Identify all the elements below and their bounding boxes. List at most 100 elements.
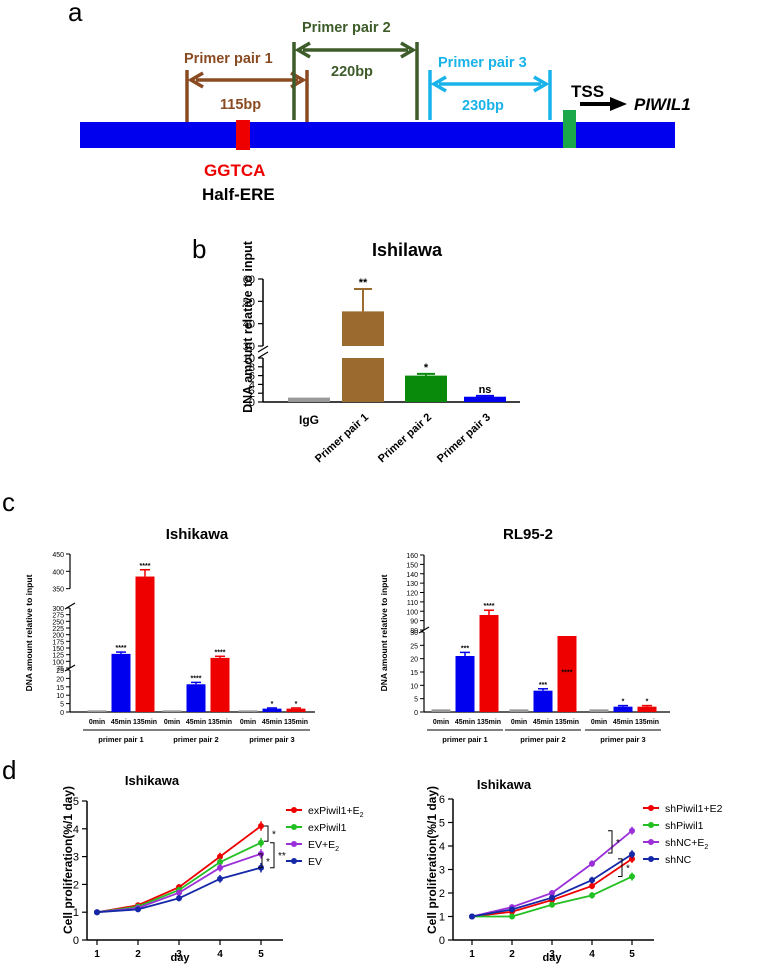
chart-b-tick-label: 10 [243, 353, 255, 365]
chart-c-tick-label: 120 [406, 591, 418, 598]
chart-d-x-tick-label: 2 [509, 949, 515, 960]
chart-c-bar [186, 684, 206, 712]
chart-c-tick-label: 25 [56, 668, 64, 675]
chart-c-tick-label: 160 [406, 553, 418, 560]
chart-d-x-tick-label: 4 [589, 949, 595, 960]
motif-label: GGTCA [204, 161, 265, 180]
gene-label: PIWIL1 [634, 95, 691, 114]
chart-d-point [549, 894, 555, 901]
chart-d-legend-marker [291, 824, 297, 830]
chart-d-legend-label: exPiwil1+E2 [308, 805, 364, 819]
chart-c-bar [210, 657, 230, 712]
chart-b-tick-label: 30 [243, 341, 255, 353]
chart-b-bar [464, 396, 506, 402]
chart-b-axis-break [257, 351, 269, 359]
chart-d-point [589, 882, 595, 889]
primer-pair-3-label: Primer pair 3 [438, 55, 527, 71]
chart-c-tick-label: 75 [56, 666, 64, 673]
chart-c-tick-label: 80 [410, 628, 418, 635]
chart-c-time-label: 45min [455, 719, 475, 726]
chart-c-tick-label: 25 [410, 643, 418, 650]
chart-c-tick-label: 30 [410, 630, 418, 637]
chart-d-legend-text: shNC+E [665, 837, 704, 849]
chart-c-bar [135, 576, 155, 712]
chart-d-x-tick-label: 2 [135, 949, 141, 960]
chart-d-tick-label: 6 [439, 794, 445, 806]
chart-c-significance: *** [539, 682, 547, 689]
chart-c-tick-label: 15 [410, 670, 418, 677]
chart-c-tick-label: 130 [406, 581, 418, 588]
chart-d-legend-marker [648, 805, 654, 811]
chart-c-bar [262, 708, 282, 712]
chart-b-significance: * [424, 362, 429, 374]
chart-d-point [629, 851, 635, 858]
chart-c-bar [533, 690, 553, 712]
chart-d-tick-label: 1 [73, 907, 79, 919]
chart-d-right-xlabel: day [543, 952, 563, 964]
chart-d-significance: * [626, 864, 630, 875]
chart-d-point [217, 875, 223, 882]
chart-c-tick-label: 150 [52, 646, 64, 653]
chart-d-point [258, 839, 264, 846]
chart-d-x-tick-label: 4 [217, 949, 223, 960]
chart-c-tick-label: 20 [56, 676, 64, 683]
chart-d-significance: * [616, 838, 620, 849]
chart-d-significance-bracket [608, 830, 613, 854]
chart-b-title: Ishilawa [372, 240, 443, 260]
chart-d-point [469, 913, 475, 920]
chart-c-tick-label: 400 [52, 569, 64, 576]
chart-b-category-label: Primer pair 2 [376, 411, 434, 465]
chart-c-tick-label: 0 [414, 710, 418, 717]
chart-c-tick-label: 150 [406, 562, 418, 569]
chart-d-significance-bracket [264, 825, 269, 842]
chart-c-bar [87, 710, 107, 712]
panel-d: d Ishikawa Cell proliferation(%/1 day) d… [2, 755, 723, 964]
panel-label-c: c [2, 487, 15, 517]
chart-d-legend-label: EV+E2 [308, 839, 339, 853]
chart-c-bar [162, 710, 182, 712]
chart-c-time-label: 0min [164, 719, 180, 726]
chart-c-time-label: 135min [133, 719, 157, 726]
element-label: Half-ERE [202, 185, 275, 204]
chart-d-left-title: Ishikawa [125, 773, 180, 788]
chart-d-significance-bracket [258, 853, 263, 869]
chart-c-time-label: 135min [208, 719, 232, 726]
primer-pair-3-size: 230bp [462, 98, 504, 114]
chart-d-significance-bracket [270, 842, 275, 869]
chart-d-point [217, 859, 223, 866]
chart-d-point [176, 889, 182, 896]
chart-c-time-label: 45min [111, 719, 131, 726]
chart-c-bar [286, 708, 306, 712]
chart-c-time-label: 135min [477, 719, 501, 726]
primer-pair-1-bracket [185, 70, 309, 122]
chart-c-bar [431, 709, 451, 712]
chart-c-time-label: 135min [635, 719, 659, 726]
chart-c-bar [589, 709, 609, 712]
chart-d-legend-marker [648, 839, 654, 845]
promoter-bar [80, 122, 675, 148]
chart-d-legend-text: exPiwil1+E [308, 805, 360, 817]
chart-c-tick-label: 0 [60, 710, 64, 717]
chart-c-group-label: primer pair 1 [98, 735, 143, 744]
chart-d-legend-text: shPiwil1+E2 [665, 803, 723, 815]
chart-c-time-label: 0min [591, 719, 607, 726]
chart-c-time-label: 45min [613, 719, 633, 726]
chart-d-point [589, 892, 595, 899]
chart-d-point [629, 855, 635, 862]
panel-b: b Ishilawa DNA amount relative to input … [192, 234, 520, 465]
chart-c-time-label: 0min [89, 719, 105, 726]
chart-c-time-label: 45min [262, 719, 282, 726]
chart-d-left-xlabel: day [171, 952, 191, 964]
chart-b-tick-label: 6 [249, 371, 255, 383]
chart-c-time-label: 0min [433, 719, 449, 726]
chart-b-tick-label: 60 [243, 274, 255, 286]
chart-b-category-label: Primer pair 1 [313, 411, 371, 465]
chart-c-tick-label: 275 [52, 613, 64, 620]
chart-c-right-title: RL95-2 [503, 526, 553, 543]
chart-d-tick-label: 5 [73, 796, 79, 808]
chart-d-tick-label: 0 [439, 935, 445, 947]
chart-c-significance: **** [562, 670, 573, 677]
chart-c-time-label: 135min [284, 719, 308, 726]
chart-c-tick-label: 20 [410, 657, 418, 664]
